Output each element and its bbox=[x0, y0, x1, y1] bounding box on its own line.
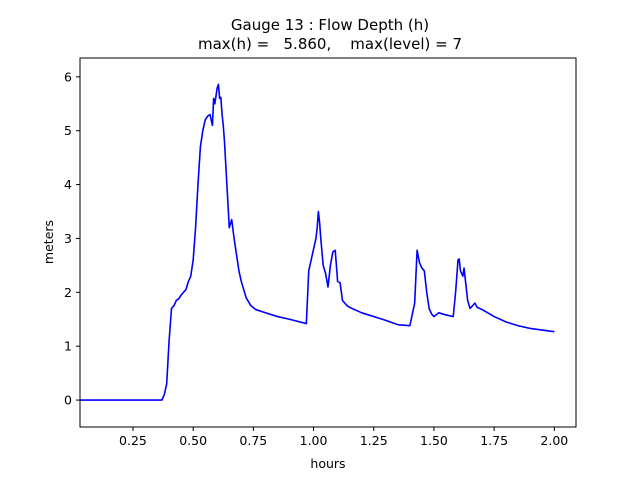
chart-title-line2: max(h) = 5.860, max(level) = 7 bbox=[198, 35, 462, 53]
y-tick-label: 1 bbox=[64, 339, 72, 354]
x-tick-label: 1.75 bbox=[480, 433, 508, 448]
y-tick-label: 6 bbox=[64, 69, 72, 84]
chart-title-line1: Gauge 13 : Flow Depth (h) bbox=[231, 16, 429, 34]
x-tick-label: 0.25 bbox=[119, 433, 147, 448]
y-tick-label: 4 bbox=[64, 177, 72, 192]
y-axis-label: meters bbox=[41, 220, 56, 264]
y-tick-label: 5 bbox=[64, 123, 72, 138]
x-tick-label: 1.25 bbox=[360, 433, 388, 448]
series-line-0 bbox=[80, 83, 555, 401]
x-axis-label: hours bbox=[310, 456, 345, 471]
plot-frame bbox=[79, 57, 577, 428]
x-tick-label: 0.75 bbox=[239, 433, 267, 448]
y-tick-label: 0 bbox=[64, 393, 72, 408]
ticks-layer: 0.25 0.50 0.75 1.00 1.25 1.50 1.75 2.00 0 1 2 3 4 5 6 bbox=[64, 69, 568, 448]
x-tick-label: 2.00 bbox=[540, 433, 568, 448]
y-tick-label: 3 bbox=[64, 231, 72, 246]
x-tick-label: 0.50 bbox=[179, 433, 207, 448]
x-tick-label: 1.00 bbox=[300, 433, 328, 448]
y-tick-label: 2 bbox=[64, 285, 72, 300]
x-tick-label: 1.50 bbox=[420, 433, 448, 448]
series-layer bbox=[80, 83, 555, 401]
